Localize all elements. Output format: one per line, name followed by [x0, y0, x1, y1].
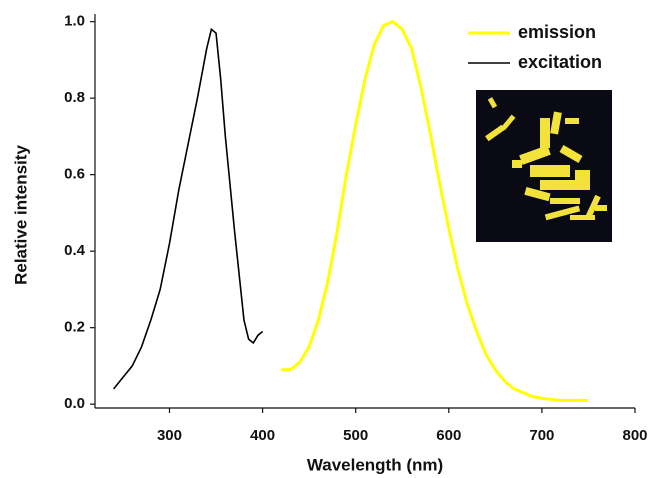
y-tick-label: 0.2	[64, 319, 85, 336]
y-tick-label: 1.0	[64, 13, 85, 30]
x-tick-label: 600	[436, 427, 461, 444]
x-axis-label: Wavelength (nm)	[307, 455, 443, 474]
x-tick-label: 300	[157, 427, 182, 444]
x-tick-label: 500	[343, 427, 368, 444]
legend-label: emission	[518, 22, 596, 42]
x-tick-label: 800	[622, 427, 647, 444]
x-tick-label: 700	[529, 427, 554, 444]
legend-label: excitation	[518, 52, 602, 72]
x-tick-label: 400	[250, 427, 275, 444]
series-line	[112, 27, 264, 390]
y-tick-label: 0.4	[64, 242, 86, 259]
inset-photo	[476, 90, 612, 242]
y-tick-label: 0.0	[64, 395, 85, 412]
series-line	[281, 19, 589, 402]
y-axis-label: Relative intensity	[11, 145, 30, 285]
y-tick-label: 0.6	[64, 166, 85, 183]
y-tick-label: 0.8	[64, 89, 85, 106]
